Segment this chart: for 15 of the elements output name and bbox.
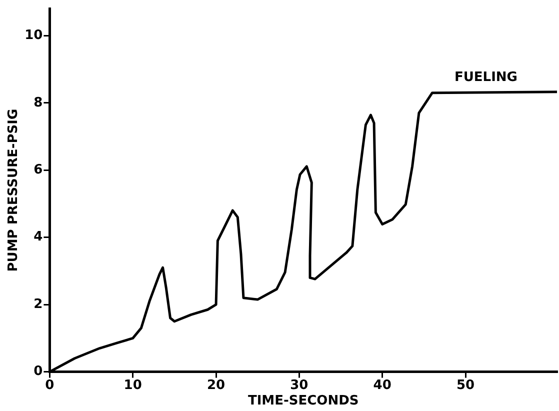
y-axis-title: PUMP PRESSURE-PSIG	[6, 108, 22, 272]
y-tick-label: 8	[34, 95, 43, 110]
x-tick-label: 10	[124, 378, 142, 393]
y-tick-label: 0	[34, 364, 43, 380]
y-tick-label: 4	[34, 230, 43, 245]
x-tick-label: 30	[290, 378, 308, 393]
x-axis-title: TIME-SECONDS	[248, 394, 359, 409]
x-tick-label: 50	[456, 378, 475, 393]
y-tick-label: 10	[24, 28, 43, 44]
x-tick-label: 0	[45, 378, 54, 393]
x-tick-label: 20	[206, 378, 226, 393]
y-tick-label: 2	[34, 296, 43, 312]
y-tick-label: 6	[34, 162, 43, 178]
x-tick-label: 40	[373, 378, 392, 393]
annotation: FUELING	[454, 70, 518, 86]
